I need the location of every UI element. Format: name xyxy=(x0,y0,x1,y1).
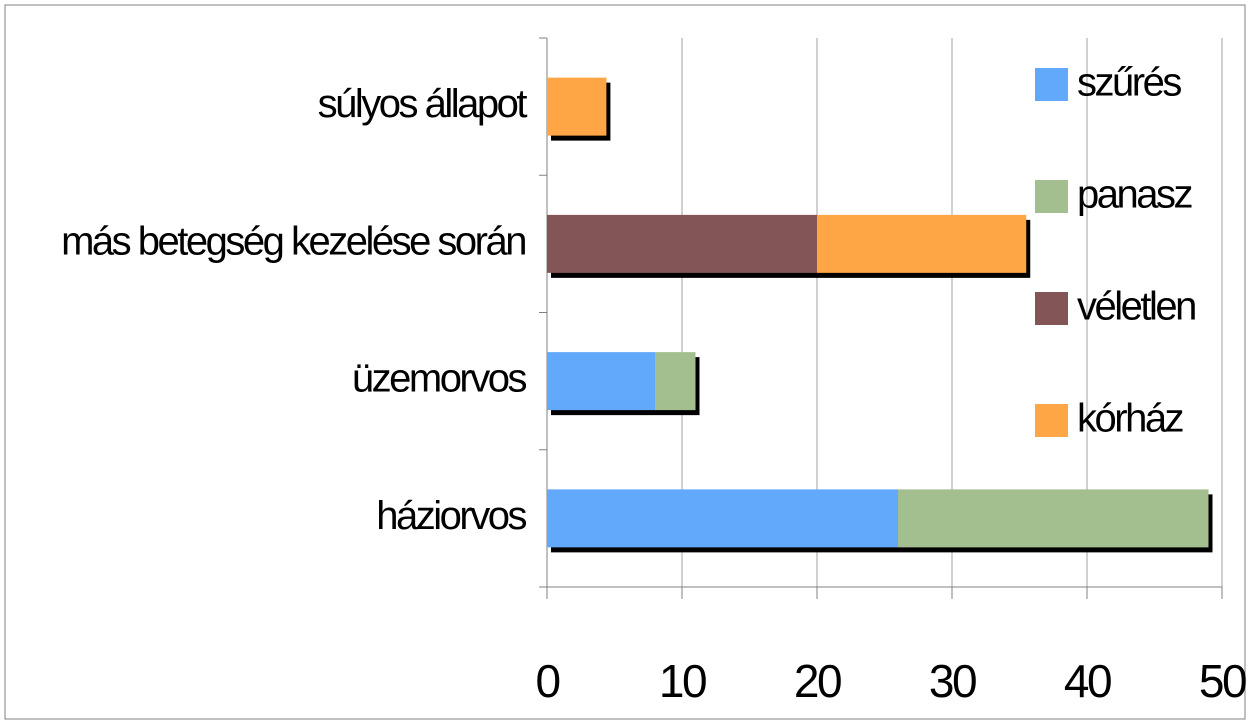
legend-swatch xyxy=(1035,292,1068,325)
x-tick-label: 30 xyxy=(929,655,976,707)
x-tick-label: 10 xyxy=(659,655,706,707)
legend-swatch xyxy=(1035,404,1068,437)
y-tick-label: üzemorvos xyxy=(352,357,527,401)
x-tick-label: 20 xyxy=(794,655,841,707)
bar xyxy=(655,352,696,411)
x-tick-label: 0 xyxy=(535,655,559,707)
legend-label: véletlen xyxy=(1077,285,1195,329)
x-tick-label: 50 xyxy=(1199,655,1246,707)
bar xyxy=(817,214,1027,273)
legend-label: panasz xyxy=(1077,173,1192,217)
bar xyxy=(547,214,817,273)
bar xyxy=(898,489,1209,548)
legend-label: kórház xyxy=(1077,397,1184,441)
legend-label: szűrés xyxy=(1077,61,1181,105)
legend-swatch xyxy=(1035,68,1068,101)
y-tick-label: más betegség kezelése során xyxy=(61,219,525,263)
bar xyxy=(547,352,655,411)
y-tick-label: súlyos állapot xyxy=(318,82,528,126)
bar xyxy=(547,489,898,548)
y-tick-label: háziorvos xyxy=(376,494,526,538)
legend-swatch xyxy=(1035,180,1068,213)
x-tick-label: 40 xyxy=(1064,655,1111,707)
bar xyxy=(547,77,607,136)
